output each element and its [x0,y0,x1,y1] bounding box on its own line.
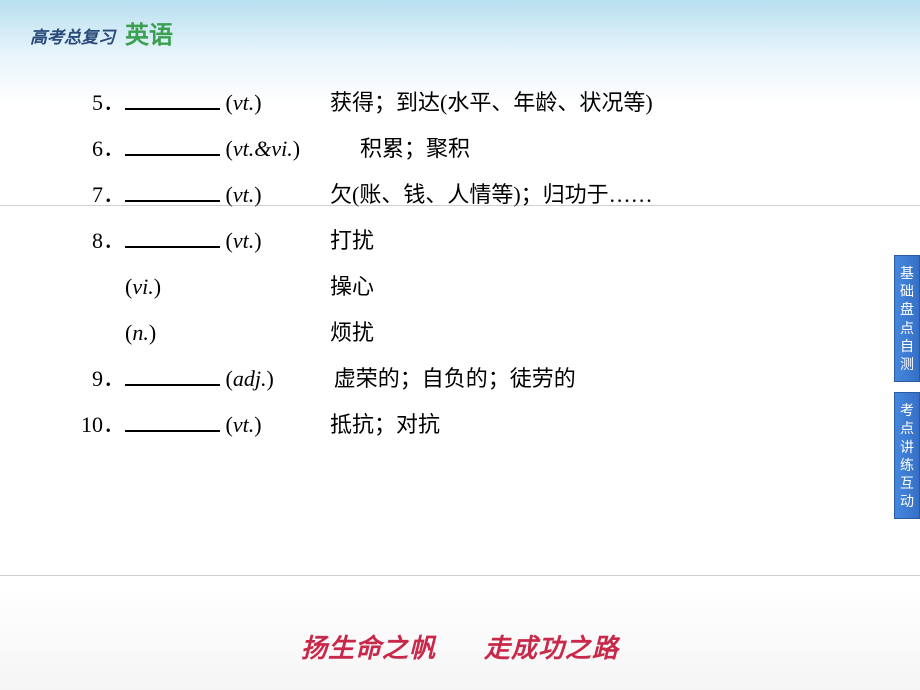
part-of-speech: vt. [233,90,254,116]
pos-column: (vt.) [125,410,270,438]
row-number: 6． [75,131,125,163]
vocab-row: 8． (vt.) 打扰 [75,223,920,255]
page-footer: 扬生命之帆 走成功之路 [0,628,920,665]
pos-column: (vi.) [125,274,270,300]
definition: 获得；到达(水平、年龄、状况等) [330,85,653,117]
tab-keypoints[interactable]: 考点讲练互动 [894,392,920,519]
row-number: 8． [75,223,125,255]
definition: 烦扰 [330,315,374,347]
definition: 操心 [330,269,374,301]
fill-blank[interactable] [125,134,220,156]
pos-column: (n.) [125,320,270,346]
fill-blank[interactable] [125,364,220,386]
header-subject: 英语 [125,15,173,50]
definition: 打扰 [330,223,374,255]
tab-basics[interactable]: 基础盘点自测 [894,255,920,382]
row-number: 5． [75,85,125,117]
divider-line [0,205,920,206]
part-of-speech: adj. [233,366,267,392]
vocab-row: 6． (vt.&vi.) 积累；聚积 [75,131,920,163]
part-of-speech: vt.&vi. [233,136,293,162]
fill-blank[interactable] [125,410,220,432]
definition: 抵抗；对抗 [330,407,440,439]
part-of-speech: vt. [233,412,254,438]
footer-motto-right: 走成功之路 [484,634,619,663]
sidebar-tabs: 基础盘点自测 考点讲练互动 [894,255,920,529]
pos-column: (vt.) [125,180,270,208]
vocab-row: 10． (vt.) 抵抗；对抗 [75,407,920,439]
pos-column: (vt.&vi.) [125,134,300,162]
divider-line [0,575,920,576]
fill-blank[interactable] [125,226,220,248]
part-of-speech: vt. [233,228,254,254]
row-number: 9． [75,361,125,393]
row-number: 10． [75,407,125,439]
definition: 积累；聚积 [360,131,470,163]
fill-blank[interactable] [125,180,220,202]
vocab-row: (vi.) 操心 [75,269,920,301]
fill-blank[interactable] [125,88,220,110]
content-area: 5． (vt.) 获得；到达(水平、年龄、状况等) 6． (vt.&vi.) 积累；聚… [0,50,920,439]
pos-column: (vt.) [125,88,270,116]
pos-column: (adj.) [125,364,274,392]
pos-column: (vt.) [125,226,270,254]
vocab-row: 5． (vt.) 获得；到达(水平、年龄、状况等) [75,85,920,117]
part-of-speech: n. [132,320,149,346]
header-main-title: 高考总复习 [30,23,115,48]
part-of-speech: vi. [132,274,153,300]
vocab-row: 9． (adj.) 虚荣的；自负的；徒劳的 [75,361,920,393]
vocab-row: (n.) 烦扰 [75,315,920,347]
definition: 虚荣的；自负的；徒劳的 [334,361,576,393]
footer-motto-left: 扬生命之帆 [301,634,436,663]
page-header: 高考总复习 英语 [0,0,920,50]
